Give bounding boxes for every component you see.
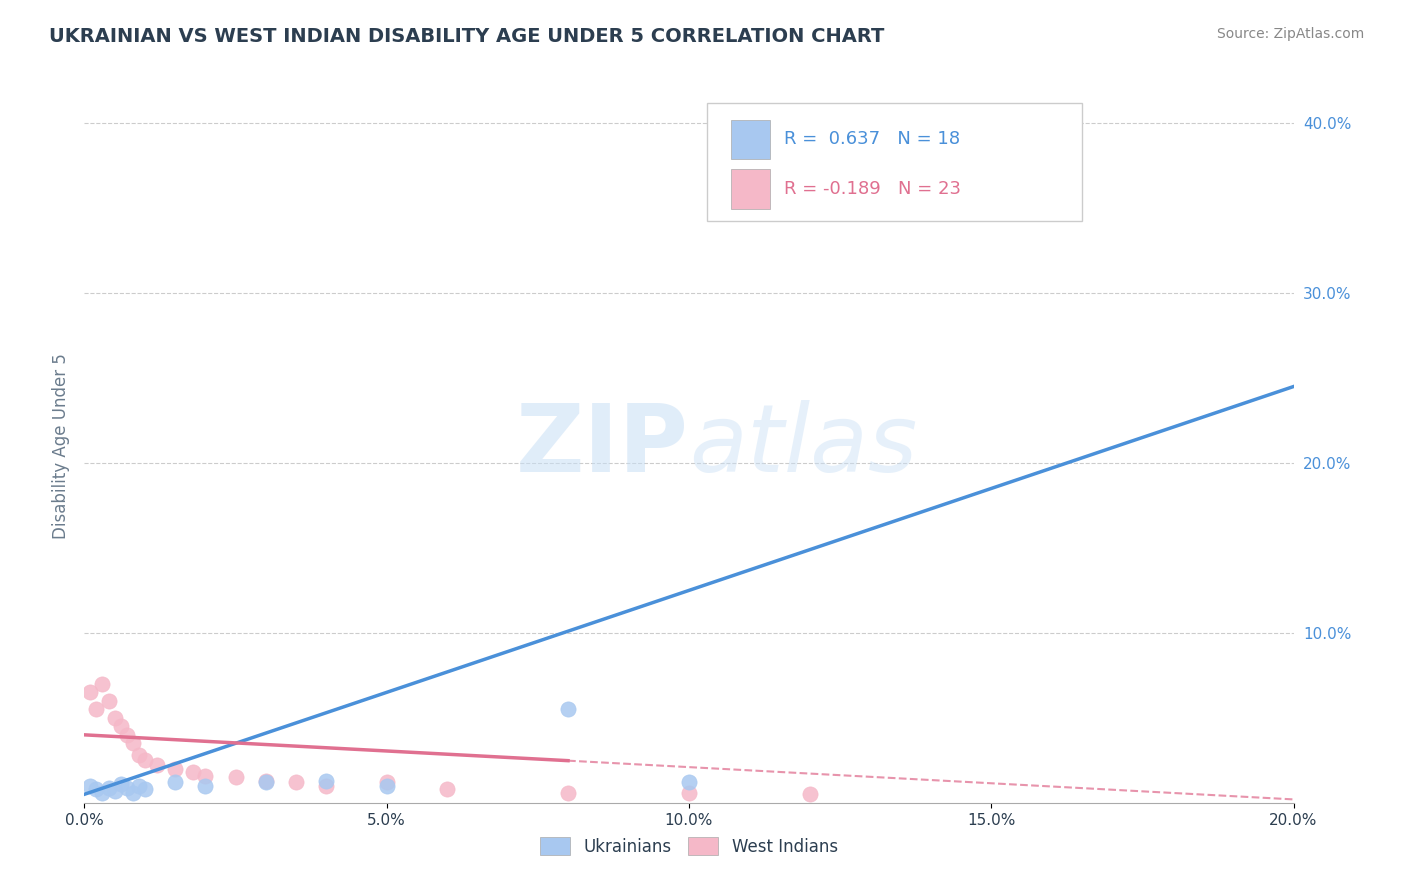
Point xyxy=(436,782,458,797)
Point xyxy=(128,779,150,793)
Text: R =  0.637   N = 18: R = 0.637 N = 18 xyxy=(785,130,960,148)
Text: UKRAINIAN VS WEST INDIAN DISABILITY AGE UNDER 5 CORRELATION CHART: UKRAINIAN VS WEST INDIAN DISABILITY AGE … xyxy=(49,27,884,45)
Point xyxy=(79,685,101,699)
Point xyxy=(254,773,277,788)
Point xyxy=(285,775,308,789)
Point xyxy=(121,736,143,750)
Point xyxy=(315,773,337,788)
Bar xyxy=(731,169,770,209)
Point xyxy=(104,711,127,725)
Point xyxy=(115,728,138,742)
Y-axis label: Disability Age Under 5: Disability Age Under 5 xyxy=(52,353,70,539)
Text: Source: ZipAtlas.com: Source: ZipAtlas.com xyxy=(1216,27,1364,41)
Point xyxy=(86,702,108,716)
Point xyxy=(557,786,579,800)
Text: R = -0.189   N = 23: R = -0.189 N = 23 xyxy=(785,180,962,198)
Point xyxy=(225,770,247,784)
Point xyxy=(110,719,132,733)
Text: atlas: atlas xyxy=(689,401,917,491)
Point xyxy=(165,762,187,776)
FancyBboxPatch shape xyxy=(707,103,1083,221)
Point xyxy=(165,775,187,789)
Point xyxy=(194,779,217,793)
Point xyxy=(115,780,138,795)
Point xyxy=(375,779,398,793)
Point xyxy=(315,779,337,793)
Point xyxy=(678,775,700,789)
Bar xyxy=(731,120,770,159)
Point xyxy=(97,780,120,795)
Point xyxy=(134,753,156,767)
Point xyxy=(375,775,398,789)
Point xyxy=(146,758,169,772)
Text: ZIP: ZIP xyxy=(516,400,689,492)
Point xyxy=(121,786,143,800)
Point xyxy=(134,782,156,797)
Point xyxy=(799,787,821,801)
Point xyxy=(91,786,114,800)
Point xyxy=(79,779,101,793)
Point xyxy=(980,201,1002,215)
Point xyxy=(86,782,108,797)
Point xyxy=(254,775,277,789)
Point xyxy=(194,769,217,783)
Point xyxy=(557,702,579,716)
Point xyxy=(110,777,132,791)
Legend: Ukrainians, West Indians: Ukrainians, West Indians xyxy=(533,830,845,863)
Point xyxy=(97,694,120,708)
Point xyxy=(91,677,114,691)
Point xyxy=(678,786,700,800)
Point xyxy=(104,784,127,798)
Point xyxy=(181,765,204,780)
Point xyxy=(128,748,150,763)
